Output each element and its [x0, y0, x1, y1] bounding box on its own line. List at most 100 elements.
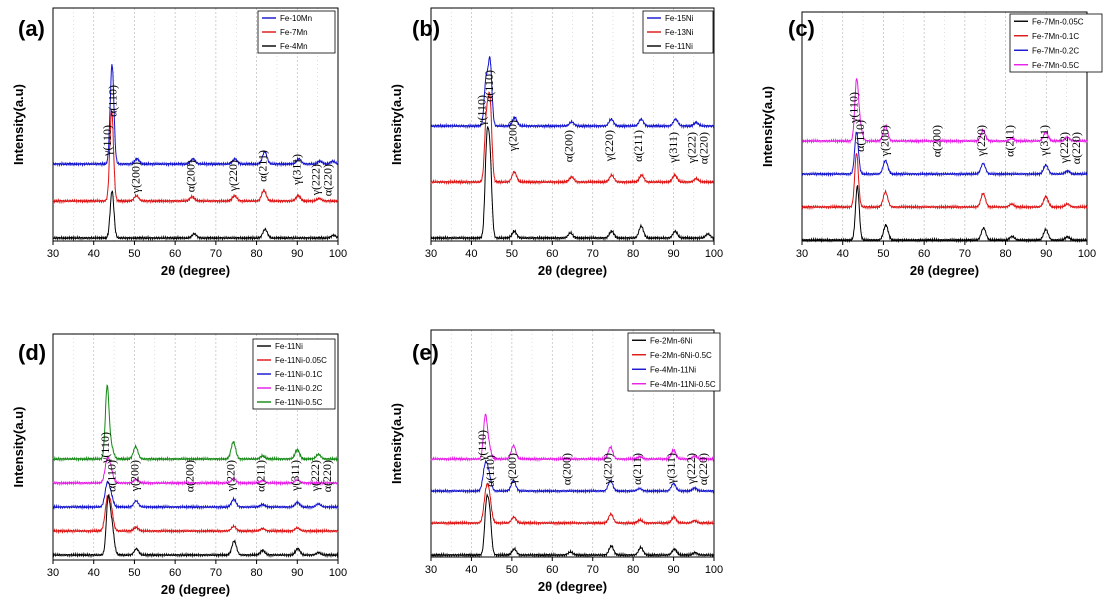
x-tick-label: 90 — [667, 248, 679, 260]
x-tick-label: 50 — [506, 248, 518, 260]
legend-entry: Fe-11Ni-0.2C — [275, 384, 323, 393]
x-tick-label: 30 — [47, 248, 59, 260]
peak-label: γ(200) — [877, 125, 891, 157]
series-line-fe-2mn-6ni-0.5c — [430, 482, 715, 527]
peak-label: γ(311) — [666, 132, 680, 164]
chart-panel-3: 30 40 50 60 70 80 90 100 2θ (degree) Intensity(a.… — [760, 11, 1103, 278]
peak-label: γ(220) — [602, 130, 616, 162]
series-line-fe-7mn — [52, 108, 339, 205]
legend-entry: Fe-11Ni-0.05C — [275, 356, 327, 365]
series-line-fe-11ni-0.5c — [52, 384, 339, 463]
x-tick-label: 50 — [128, 567, 140, 579]
peak-label: γ(311) — [1037, 125, 1051, 157]
peak-label: α(110) — [106, 85, 120, 117]
x-tick-label: 60 — [169, 567, 181, 579]
peak-label: γ(110) — [475, 430, 489, 462]
series-line-fe-10mn — [52, 64, 339, 168]
y-axis-title: Intensity(a.u) — [389, 84, 404, 165]
peak-label: γ(200) — [505, 453, 519, 485]
x-tick-label: 50 — [128, 248, 140, 260]
series-line-fe-7mn-0.5c — [802, 77, 1088, 145]
x-tick-label: 90 — [291, 248, 303, 260]
peak-label: γ(200) — [128, 162, 142, 194]
legend-entry: Fe-4Mn-11Ni-0.5C — [650, 380, 716, 389]
peak-label: γ(222) — [308, 460, 322, 492]
x-tick-label: 70 — [959, 248, 971, 260]
panel-label: (c) — [788, 16, 815, 41]
legend: Fe-15Ni Fe-13Ni Fe-11Ni — [642, 10, 714, 54]
y-axis-title: Intensity(a.u) — [11, 84, 26, 165]
x-tick-label: 30 — [425, 248, 437, 260]
x-tick-label: 30 — [425, 564, 437, 576]
peak-label: α(200) — [184, 160, 198, 192]
x-tick-label: 70 — [210, 567, 222, 579]
x-tick-label: 50 — [877, 248, 889, 260]
chart-panel-4: 30 40 50 60 70 80 90 100 2θ (degree) Intensity(a.… — [11, 333, 347, 597]
plot-frame — [52, 7, 339, 242]
peak-label: α(110) — [482, 70, 496, 102]
chart-panel-2: 30 40 50 60 70 80 90 100 2θ (degree) Intensity(a.… — [389, 7, 723, 278]
series-line-fe-11ni-0.2c — [52, 455, 339, 487]
series-line-fe-11ni-0.05c — [52, 493, 339, 535]
x-tick-label: 60 — [169, 248, 181, 260]
x-tick-label: 90 — [291, 567, 303, 579]
panel-label: (a) — [18, 16, 45, 41]
series-line-fe-4mn-11ni-0.5c — [430, 413, 714, 463]
panel-label: (d) — [18, 340, 46, 365]
legend-box — [1009, 13, 1103, 73]
legend: Fe-11Ni Fe-11Ni-0.05C Fe-11Ni-0.1C Fe-11Ni-… — [252, 338, 336, 410]
series-line-fe-11ni-0.1c — [53, 480, 339, 511]
x-tick-label: 90 — [1040, 248, 1052, 260]
peak-label: γ(220) — [224, 460, 238, 492]
peak-label: α(200) — [562, 130, 576, 162]
peak-label: α(211) — [255, 150, 269, 182]
peak-label: α(200) — [182, 460, 196, 492]
legend-entry: Fe-4Mn-11Ni — [650, 365, 696, 374]
legend: Fe-7Mn-0.05C Fe-7Mn-0.1C Fe-7Mn-0.2C Fe-7Mn… — [1009, 13, 1103, 73]
x-tick-label: 70 — [210, 248, 222, 260]
peak-label: γ(200) — [128, 460, 142, 492]
plot-frame — [430, 7, 715, 242]
x-tick-label: 30 — [47, 567, 59, 579]
panel-label: (e) — [412, 340, 439, 365]
x-tick-label: 30 — [796, 248, 808, 260]
peak-label: γ(222) — [1057, 132, 1071, 164]
plot-frame — [430, 329, 715, 558]
x-tick-label: 70 — [587, 564, 599, 576]
peak-label: γ(220) — [226, 160, 240, 192]
plot-frame — [801, 11, 1088, 242]
legend-box — [627, 332, 721, 392]
peak-label: γ(110) — [98, 432, 112, 464]
series-line-fe-2mn-6ni — [430, 492, 715, 559]
x-tick-label: 100 — [705, 564, 723, 576]
y-axis-title: Intensity(a.u) — [760, 86, 775, 167]
legend-entry: Fe-2Mn-6Ni — [650, 336, 692, 345]
x-tick-label: 60 — [918, 248, 930, 260]
peak-label: α(220) — [320, 460, 334, 492]
peak-label: γ(222) — [684, 132, 698, 164]
legend-entry: Fe-15Ni — [665, 14, 694, 23]
legend-entry: Fe-11Ni-0.5C — [275, 398, 323, 407]
chart-panel-5: 30 40 50 60 70 80 90 100 2θ (degree) Intensity(a.… — [389, 329, 723, 594]
peak-label: α(220) — [697, 132, 711, 164]
plot-frame — [52, 333, 339, 561]
legend-entry: Fe-7Mn — [280, 28, 308, 37]
peak-label: γ(311) — [288, 460, 302, 492]
peak-label: α(200) — [929, 125, 943, 157]
peak-label: γ(222) — [684, 453, 698, 485]
legend-entry: Fe-7Mn-0.1C — [1032, 32, 1079, 41]
x-axis-title: 2θ (degree) — [910, 263, 979, 278]
legend-entry: Fe-7Mn-0.5C — [1032, 61, 1079, 70]
series-line-fe-7mn-0.05c — [801, 185, 1088, 244]
peak-label: α(211) — [631, 130, 645, 162]
x-tick-label: 40 — [88, 248, 100, 260]
legend: Fe-2Mn-6Ni Fe-2Mn-6Ni-0.5C Fe-4Mn-11Ni Fe-4… — [627, 332, 721, 392]
peak-label: γ(311) — [290, 154, 304, 186]
legend-entry: Fe-7Mn-0.2C — [1032, 46, 1079, 55]
peak-label: γ(220) — [600, 453, 614, 485]
x-axis-title: 2θ (degree) — [161, 582, 230, 597]
x-tick-label: 100 — [329, 248, 347, 260]
chart-panel-1: 30 40 50 60 70 80 90 100 2θ (degree) Intensity(a.… — [11, 7, 347, 278]
x-axis-title: 2θ (degree) — [538, 263, 607, 278]
